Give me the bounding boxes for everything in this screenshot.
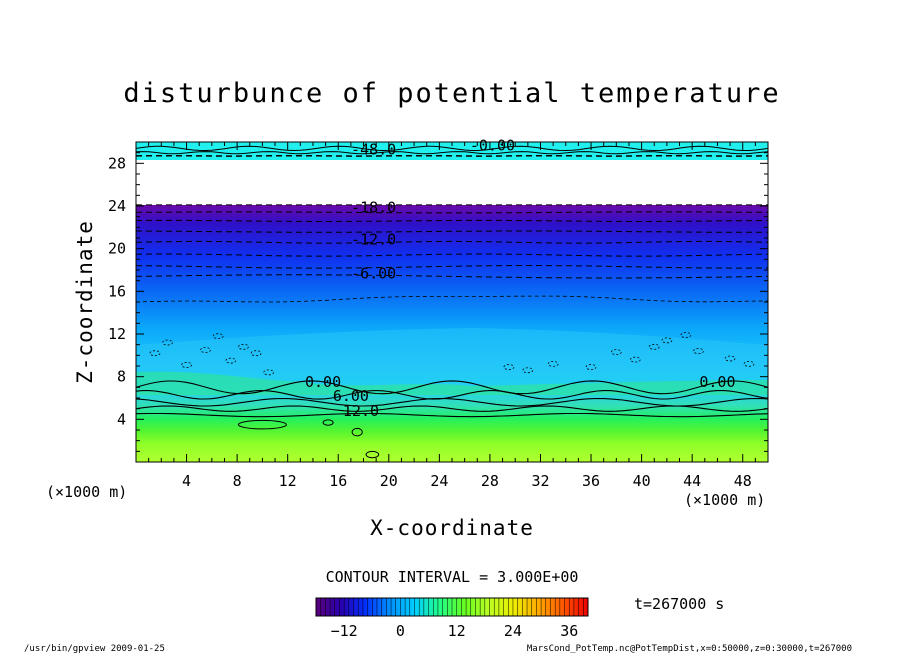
y-tick-label: 4 [117, 410, 126, 428]
field-gap-band [136, 160, 768, 205]
contour-label: -0.00 [470, 136, 515, 154]
colorbar-tick-label: 24 [504, 622, 522, 640]
x-tick-label: 44 [683, 472, 701, 490]
x-tick-label: 20 [380, 472, 398, 490]
y-tick-label: 24 [108, 197, 126, 215]
contour-interval-text: CONTOUR INTERVAL = 3.000E+00 [326, 568, 579, 586]
footer-left: /usr/bin/gpview 2009-01-25 [24, 644, 165, 654]
footer-right: MarsCond_PotTemp.nc@PotTempDist,x=0:5000… [527, 644, 852, 654]
time-label: t=267000 s [634, 595, 724, 613]
x-axis-label: X-coordinate [370, 516, 534, 540]
colorbar-tick-label: 0 [396, 622, 405, 640]
x-tick-label: 12 [279, 472, 297, 490]
colorbar: −12 0 12 24 36 [316, 598, 588, 640]
x-unit-left: (×1000 m) [46, 483, 127, 501]
plot-field [136, 142, 768, 462]
y-tick-label: 16 [108, 282, 126, 300]
y-axis-label: Z-coordinate [73, 220, 97, 384]
chart-title: disturbunce of potential temperature [123, 78, 780, 109]
x-tick-label: 16 [329, 472, 347, 490]
x-tick-label: 28 [481, 472, 499, 490]
x-tick-label: 40 [633, 472, 651, 490]
y-tick-label: 20 [108, 240, 126, 258]
x-unit-right: (×1000 m) [684, 491, 765, 509]
colorbar-tick-label: 36 [560, 622, 578, 640]
contour-label: -6.00 [351, 264, 396, 282]
contour-label: 12.0 [343, 402, 379, 420]
x-tick-label: 36 [582, 472, 600, 490]
colorbar-tick-label: 12 [448, 622, 466, 640]
y-tick-label: 12 [108, 325, 126, 343]
x-tick-label: 48 [734, 472, 752, 490]
y-tick-label: 28 [108, 154, 126, 172]
contour-label: -18.0 [351, 198, 396, 216]
colorbar-tick-label: −12 [331, 622, 358, 640]
x-tick-label: 8 [233, 472, 242, 490]
contour-label: -12.0 [351, 230, 396, 248]
x-tick-label: 4 [182, 472, 191, 490]
x-tick-label: 24 [430, 472, 448, 490]
contour-label: 0.00 [699, 373, 735, 391]
x-tick-label: 32 [531, 472, 549, 490]
y-tick-label: 8 [117, 368, 126, 386]
contour-label: -48.0 [351, 141, 396, 159]
